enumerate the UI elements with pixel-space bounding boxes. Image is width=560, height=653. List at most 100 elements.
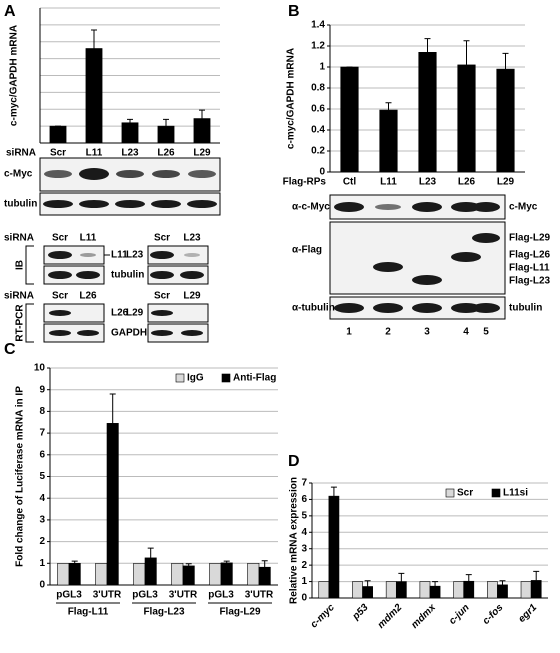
blot-a: c-Myc tubulin siRNA Scr L11 Scr L23 L11 … <box>4 157 221 343</box>
bar <box>463 580 475 599</box>
y-tick-label: 2 <box>39 536 45 547</box>
bar <box>157 125 175 144</box>
bar <box>496 68 515 173</box>
bar <box>95 562 108 586</box>
blot-header: L11 <box>80 233 97 244</box>
y-tick-label: 0.2 <box>311 146 325 157</box>
bar <box>171 562 184 586</box>
blot-label: Flag-L26 <box>509 250 551 261</box>
y-tick-label: 0.4 <box>311 125 325 136</box>
blot-label: α-Flag <box>292 245 322 256</box>
bar <box>362 586 373 599</box>
y-tick-label: 0 <box>39 580 45 591</box>
x-tick-label: L23 <box>121 148 139 159</box>
y-axis-label: c-myc/GAPDH mRNA <box>286 48 297 149</box>
blot-header: L23 <box>183 233 201 244</box>
y-tick-label: 3 <box>39 515 45 526</box>
y-tick-label: 1.2 <box>311 41 325 52</box>
lane-number: 2 <box>385 327 391 338</box>
y-tick-label: 1 <box>301 576 307 587</box>
error-bar <box>499 580 506 585</box>
error-bar <box>147 547 154 558</box>
blot-header: siRNA <box>4 291 34 302</box>
blot-label: GAPDH <box>111 328 147 339</box>
bar <box>318 581 330 599</box>
x-tick-label: c-myc <box>309 602 338 631</box>
blot-label: α-c-Myc <box>292 202 330 213</box>
x-axis-label: siRNA <box>6 148 36 159</box>
y-axis-label: c-myc/GAPDH mRNA <box>9 25 20 126</box>
error-bar <box>424 38 431 53</box>
y-tick-label: 5 <box>301 510 307 521</box>
x-tick-label: 3'UTR <box>169 590 198 601</box>
error-bar <box>465 574 472 582</box>
y-tick-label: 1.4 <box>311 20 325 31</box>
x-tick-label: L23 <box>419 177 437 188</box>
x-tick-label: p53 <box>350 602 371 623</box>
blot-method: IB <box>15 260 26 270</box>
bar <box>520 581 532 599</box>
blot-header: Scr <box>52 233 68 244</box>
y-tick-label: 0 <box>301 593 307 604</box>
bar <box>419 581 431 599</box>
bar <box>193 118 211 144</box>
error-bar <box>91 29 97 49</box>
blot-header: siRNA <box>4 233 34 244</box>
blot-label: Flag-L23 <box>509 276 551 287</box>
error-bar <box>185 563 192 566</box>
blot-label: α-tubulin <box>292 303 335 314</box>
x-tick-label: L11 <box>86 148 103 159</box>
x-axis-label: Flag-RPs <box>283 177 327 188</box>
panel-label: C <box>4 341 16 358</box>
bar <box>144 557 157 586</box>
error-bar <box>261 560 268 568</box>
blot-label: L26 <box>111 308 129 319</box>
y-tick-label: 6 <box>301 494 307 505</box>
error-bar <box>385 102 392 111</box>
bar <box>453 581 465 599</box>
y-tick-label: 1 <box>39 558 45 569</box>
x-tick-label: L29 <box>193 148 211 159</box>
blot-b: α-c-Myc α-Flag α-tubulin c-Myc Flag-L29 … <box>292 194 551 338</box>
blot-header: L26 <box>79 291 97 302</box>
bar <box>457 64 476 173</box>
lane-number: 3 <box>424 327 430 338</box>
x-tick-label: pGL3 <box>132 590 158 601</box>
y-tick-label: 5 <box>39 471 45 482</box>
x-tick-label: 3'UTR <box>93 590 122 601</box>
blot-label: Flag-L11 <box>509 263 550 274</box>
bar <box>395 581 407 599</box>
bar <box>497 584 508 599</box>
y-tick-label: 4 <box>301 527 307 538</box>
error-bar <box>199 109 205 119</box>
bar <box>247 562 260 586</box>
group-label: Flag-L23 <box>143 607 185 618</box>
error-bar <box>163 118 169 127</box>
bar <box>68 562 81 586</box>
error-bar <box>463 40 470 65</box>
x-tick-label: c-jun <box>447 602 472 627</box>
blot-label: c-Myc <box>509 202 538 213</box>
bar <box>418 51 437 173</box>
y-tick-label: 1 <box>319 62 325 73</box>
error-bar <box>533 570 540 581</box>
bar <box>121 122 139 144</box>
y-tick-label: 7 <box>39 428 45 439</box>
bar <box>530 580 542 599</box>
blot-header: L29 <box>183 291 201 302</box>
x-tick-label: L26 <box>157 148 175 159</box>
error-bar <box>127 118 133 123</box>
panel-label: B <box>288 3 300 20</box>
legend-label: IgG <box>187 373 204 384</box>
lane-number: 1 <box>346 327 352 338</box>
y-tick-label: 0 <box>319 167 325 178</box>
blot-label: L23 <box>126 250 144 261</box>
bar <box>385 581 397 599</box>
group-label: Flag-L29 <box>219 607 261 618</box>
legend-label: Anti-Flag <box>233 373 276 384</box>
x-tick-label: Ctl <box>343 177 357 188</box>
bar <box>209 562 222 586</box>
error-bar <box>398 572 405 582</box>
legend-swatch <box>491 488 501 498</box>
